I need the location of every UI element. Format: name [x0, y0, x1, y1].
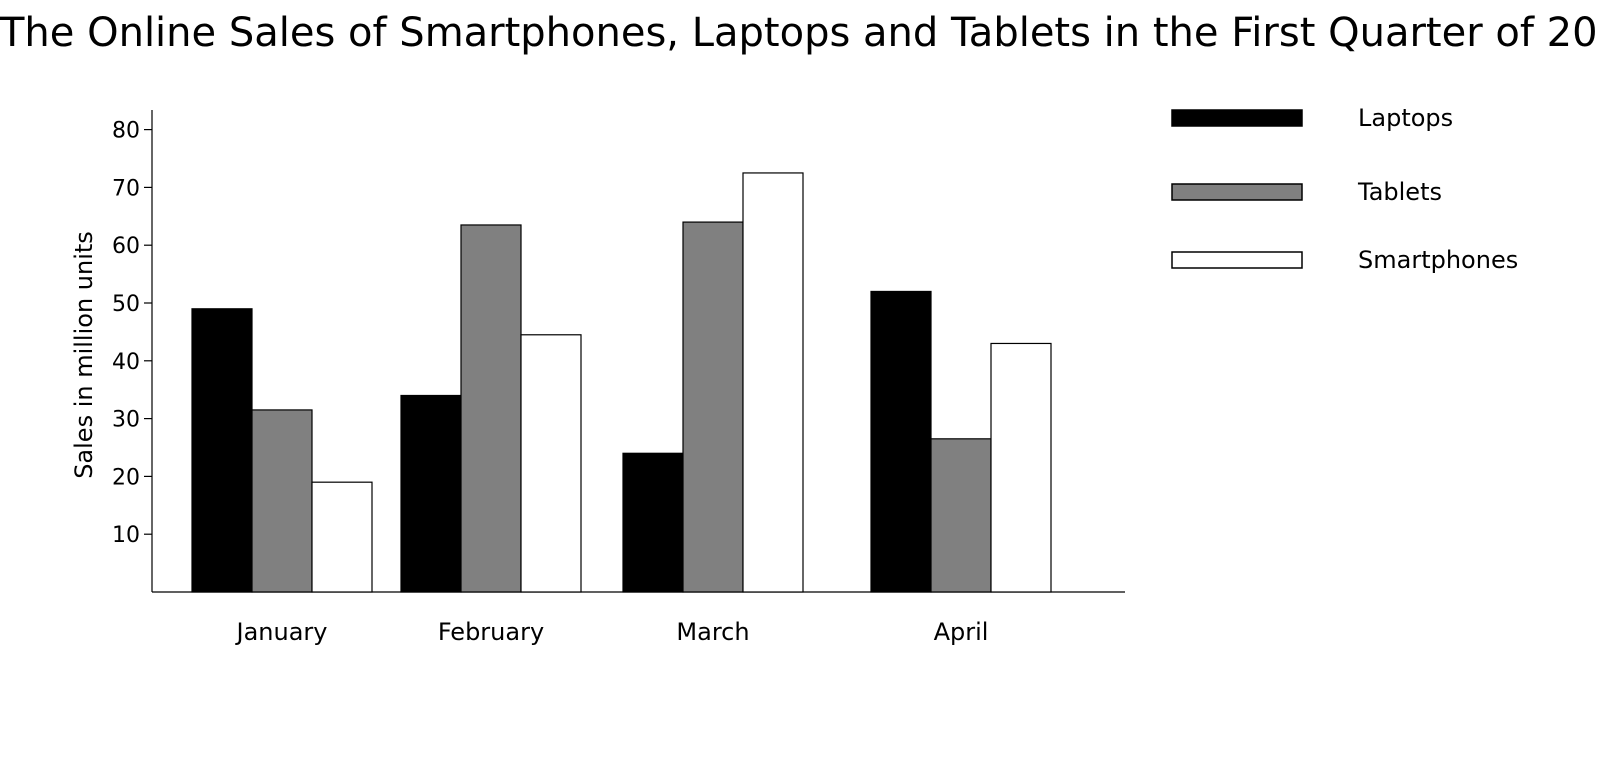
y-tick-label: 40 — [112, 350, 140, 375]
bar-smartphones-january — [311, 481, 373, 593]
legend-label-smartphones: Smartphones — [1358, 246, 1518, 274]
bar-tablets-january — [251, 409, 313, 593]
y-tick-label: 60 — [112, 234, 140, 259]
bar-smartphones-march — [742, 172, 804, 593]
bar-tablets-february — [460, 224, 522, 593]
y-axis-label: Sales in million units — [70, 231, 98, 479]
y-tick-label: 50 — [112, 292, 140, 317]
bar-laptops-april — [870, 290, 932, 593]
bar-smartphones-april — [990, 342, 1052, 593]
bar-laptops-march — [622, 452, 684, 593]
legend-swatch-tablets — [1171, 183, 1303, 201]
y-tick-label: 20 — [112, 465, 140, 490]
x-tick-label: January — [235, 618, 328, 646]
legend-swatch-smartphones — [1171, 251, 1303, 269]
x-tick-label: March — [676, 618, 749, 646]
bar-laptops-january — [191, 308, 253, 593]
legend: Laptops Tablets Smartphones — [1171, 104, 1518, 274]
legend-label-laptops: Laptops — [1358, 104, 1453, 132]
bar-smartphones-february — [520, 334, 582, 593]
chart-title: The Online Sales of Smartphones, Laptops… — [0, 10, 1600, 56]
y-tick-label: 70 — [112, 176, 140, 201]
x-tick-label: April — [934, 618, 989, 646]
legend-label-tablets: Tablets — [1357, 178, 1442, 206]
bar-tablets-march — [682, 221, 744, 593]
x-tick-label: February — [438, 618, 544, 646]
legend-swatch-laptops — [1171, 109, 1303, 127]
tick-labels: 10 20 30 40 50 60 70 80 Sales in million units Ja… — [70, 119, 988, 646]
bars — [191, 172, 1052, 593]
bar-tablets-april — [930, 438, 992, 593]
y-tick-label: 30 — [112, 408, 140, 433]
y-tick-label: 80 — [112, 119, 140, 144]
y-tick-label: 10 — [112, 523, 140, 548]
bar-laptops-february — [400, 394, 462, 593]
